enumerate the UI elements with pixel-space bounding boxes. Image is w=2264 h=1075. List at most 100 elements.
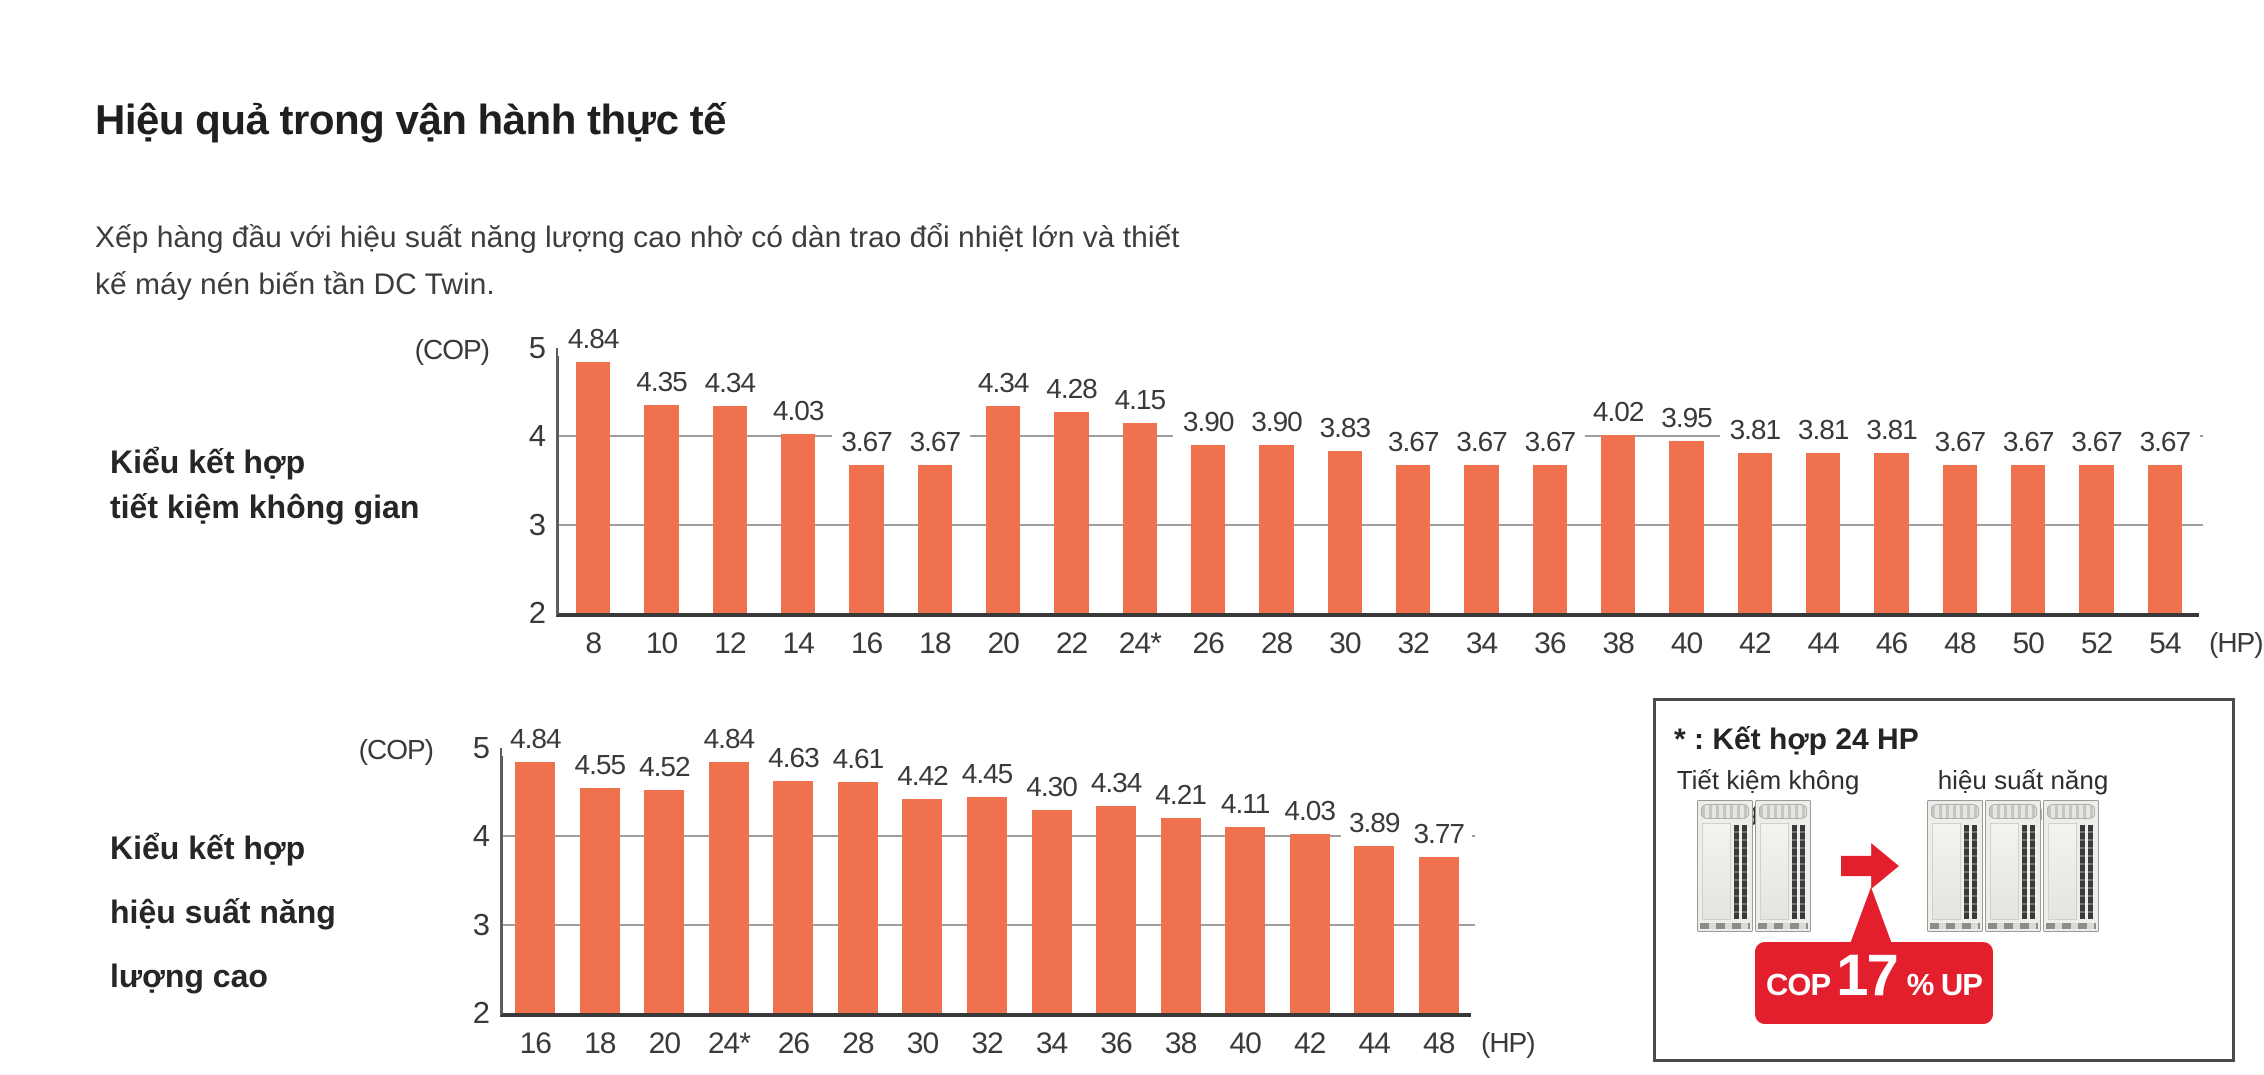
bar-value-label: 3.81 <box>1719 413 1790 448</box>
x-tick-label: 24* <box>1118 627 1162 660</box>
bar-value-label: 4.03 <box>1276 793 1344 828</box>
outdoor-unit-detail <box>1700 923 1750 929</box>
y-tick-label: 5 <box>472 730 490 765</box>
bar-value-label: 4.03 <box>763 393 834 428</box>
bar-28 <box>837 782 878 1013</box>
x-tick-label: 10 <box>645 627 678 660</box>
chart-row-label-line: lượng cao <box>110 958 268 994</box>
bar-value-label: 3.67 <box>2061 425 2132 460</box>
x-tick-label: 26 <box>1192 627 1224 660</box>
outdoor-unit-detail <box>1792 825 1797 919</box>
outdoor-unit-detail <box>1742 825 1747 919</box>
bar-value-label: 3.81 <box>1856 413 1927 448</box>
bar-16 <box>515 762 556 1013</box>
bar-42 <box>1737 453 1772 613</box>
outdoor-unit-detail <box>1734 825 1739 919</box>
gridline-3 <box>559 523 2203 526</box>
bar-value-label: 4.84 <box>501 722 569 757</box>
x-tick-label: 30 <box>1329 627 1361 660</box>
outdoor-unit-detail <box>1989 804 2037 819</box>
bar-value-label: 3.77 <box>1405 816 1473 851</box>
bar-value-label: 4.63 <box>759 740 827 775</box>
bar-28 <box>1259 445 1294 613</box>
outdoor-unit-detail <box>1800 825 1805 919</box>
bar-value-label: 3.90 <box>1173 405 1244 440</box>
x-tick-label: 48 <box>1944 627 1976 660</box>
bar-32 <box>1396 465 1431 613</box>
page-subtitle: Xếp hàng đầu với hiệu suất năng lượng ca… <box>95 214 1180 308</box>
bar-value-label: 3.67 <box>1924 425 1995 460</box>
x-tick-label: 8 <box>585 627 602 660</box>
outdoor-unit-detail <box>1702 823 1731 920</box>
bar-44 <box>1806 453 1841 613</box>
bar-48 <box>1418 856 1459 1013</box>
bar-value-label: 3.67 <box>1446 425 1517 460</box>
bar-value-label: 3.95 <box>1651 400 1722 435</box>
bar-value-label: 3.83 <box>1309 411 1380 446</box>
bar-value-label: 4.30 <box>1018 769 1086 804</box>
x-tick-label: 16 <box>850 627 883 660</box>
x-tick-label: 18 <box>919 627 951 660</box>
x-tick-label: 38 <box>1164 1027 1197 1060</box>
bar-value-label: 3.89 <box>1340 806 1408 841</box>
bar-18 <box>579 787 620 1013</box>
x-axis-unit-label: (HP) <box>2209 627 2264 658</box>
x-tick-label: 24* <box>707 1027 751 1060</box>
badge-prefix: COP <box>1766 967 1831 1002</box>
bar-34 <box>1464 465 1499 613</box>
x-tick-label: 26 <box>777 1027 810 1060</box>
bar-value-label: 4.34 <box>1082 766 1150 801</box>
bar-value-label: 4.11 <box>1211 786 1279 821</box>
bar-24* <box>1122 423 1157 613</box>
bar-value-label: 4.34 <box>968 366 1039 401</box>
x-tick-label: 34 <box>1035 1027 1068 1060</box>
bar-value-label: 3.81 <box>1788 413 1859 448</box>
bar-24* <box>708 762 749 1013</box>
outdoor-unit-detail <box>2030 825 2035 919</box>
x-tick-label: 54 <box>2149 627 2181 660</box>
y-tick-label: 5 <box>528 330 546 365</box>
bar-38 <box>1601 434 1636 613</box>
bar-value-label: 4.84 <box>558 322 629 357</box>
bar-value-label: 4.02 <box>1583 394 1654 429</box>
y-axis-unit-label: (COP) <box>358 734 434 765</box>
bar-value-label: 4.28 <box>1036 371 1107 406</box>
outdoor-unit-detail <box>1930 923 1980 929</box>
badge-value: 17 <box>1836 943 1898 1008</box>
x-tick-label: 52 <box>2080 627 2113 660</box>
x-tick-label: 42 <box>1739 627 1771 660</box>
outdoor-unit-detail <box>2080 825 2085 919</box>
x-tick-label: 32 <box>1397 627 1429 660</box>
bar-10 <box>644 405 679 613</box>
bar-42 <box>1289 833 1330 1013</box>
chart2-row-label: Kiểu kết hợp hiệu suất năng lượng cao <box>110 816 336 1008</box>
x-tick-label: 18 <box>584 1027 616 1060</box>
bar-54 <box>2147 465 2182 613</box>
x-tick-label: 40 <box>1670 627 1703 660</box>
y-tick-label: 2 <box>472 995 490 1030</box>
x-tick-label: 46 <box>1875 627 1908 660</box>
x-tick-label: 48 <box>1423 1027 1455 1060</box>
bar-50 <box>2011 465 2046 613</box>
bar-value-label: 3.67 <box>1514 425 1585 460</box>
x-tick-label: 16 <box>519 1027 552 1060</box>
bar-value-label: 4.15 <box>1104 383 1175 418</box>
x-tick-label: 34 <box>1465 627 1498 660</box>
bar-40 <box>1225 826 1266 1013</box>
chart-row-label-line: Kiểu kết hợp <box>110 444 306 480</box>
x-tick-label: 32 <box>971 1027 1003 1060</box>
bar-value-label: 4.52 <box>630 750 698 785</box>
bar-20 <box>986 406 1021 613</box>
bar-value-label: 4.61 <box>824 742 892 777</box>
bar-30 <box>902 799 943 1013</box>
x-tick-label: 22 <box>1055 627 1088 660</box>
callout-pointer-icon <box>1850 887 1892 944</box>
chart-row-label-line: tiết kiệm không gian <box>110 489 420 525</box>
x-tick-label: 44 <box>1358 1027 1391 1060</box>
note-box-title: * : Kết hợp 24 HP <box>1674 723 1919 756</box>
cop-up-badge: COP 17 % UP <box>1755 942 1993 1024</box>
outdoor-unit-detail <box>1931 804 1979 819</box>
outdoor-unit-detail <box>1760 823 1789 920</box>
bar-26 <box>1191 445 1226 613</box>
